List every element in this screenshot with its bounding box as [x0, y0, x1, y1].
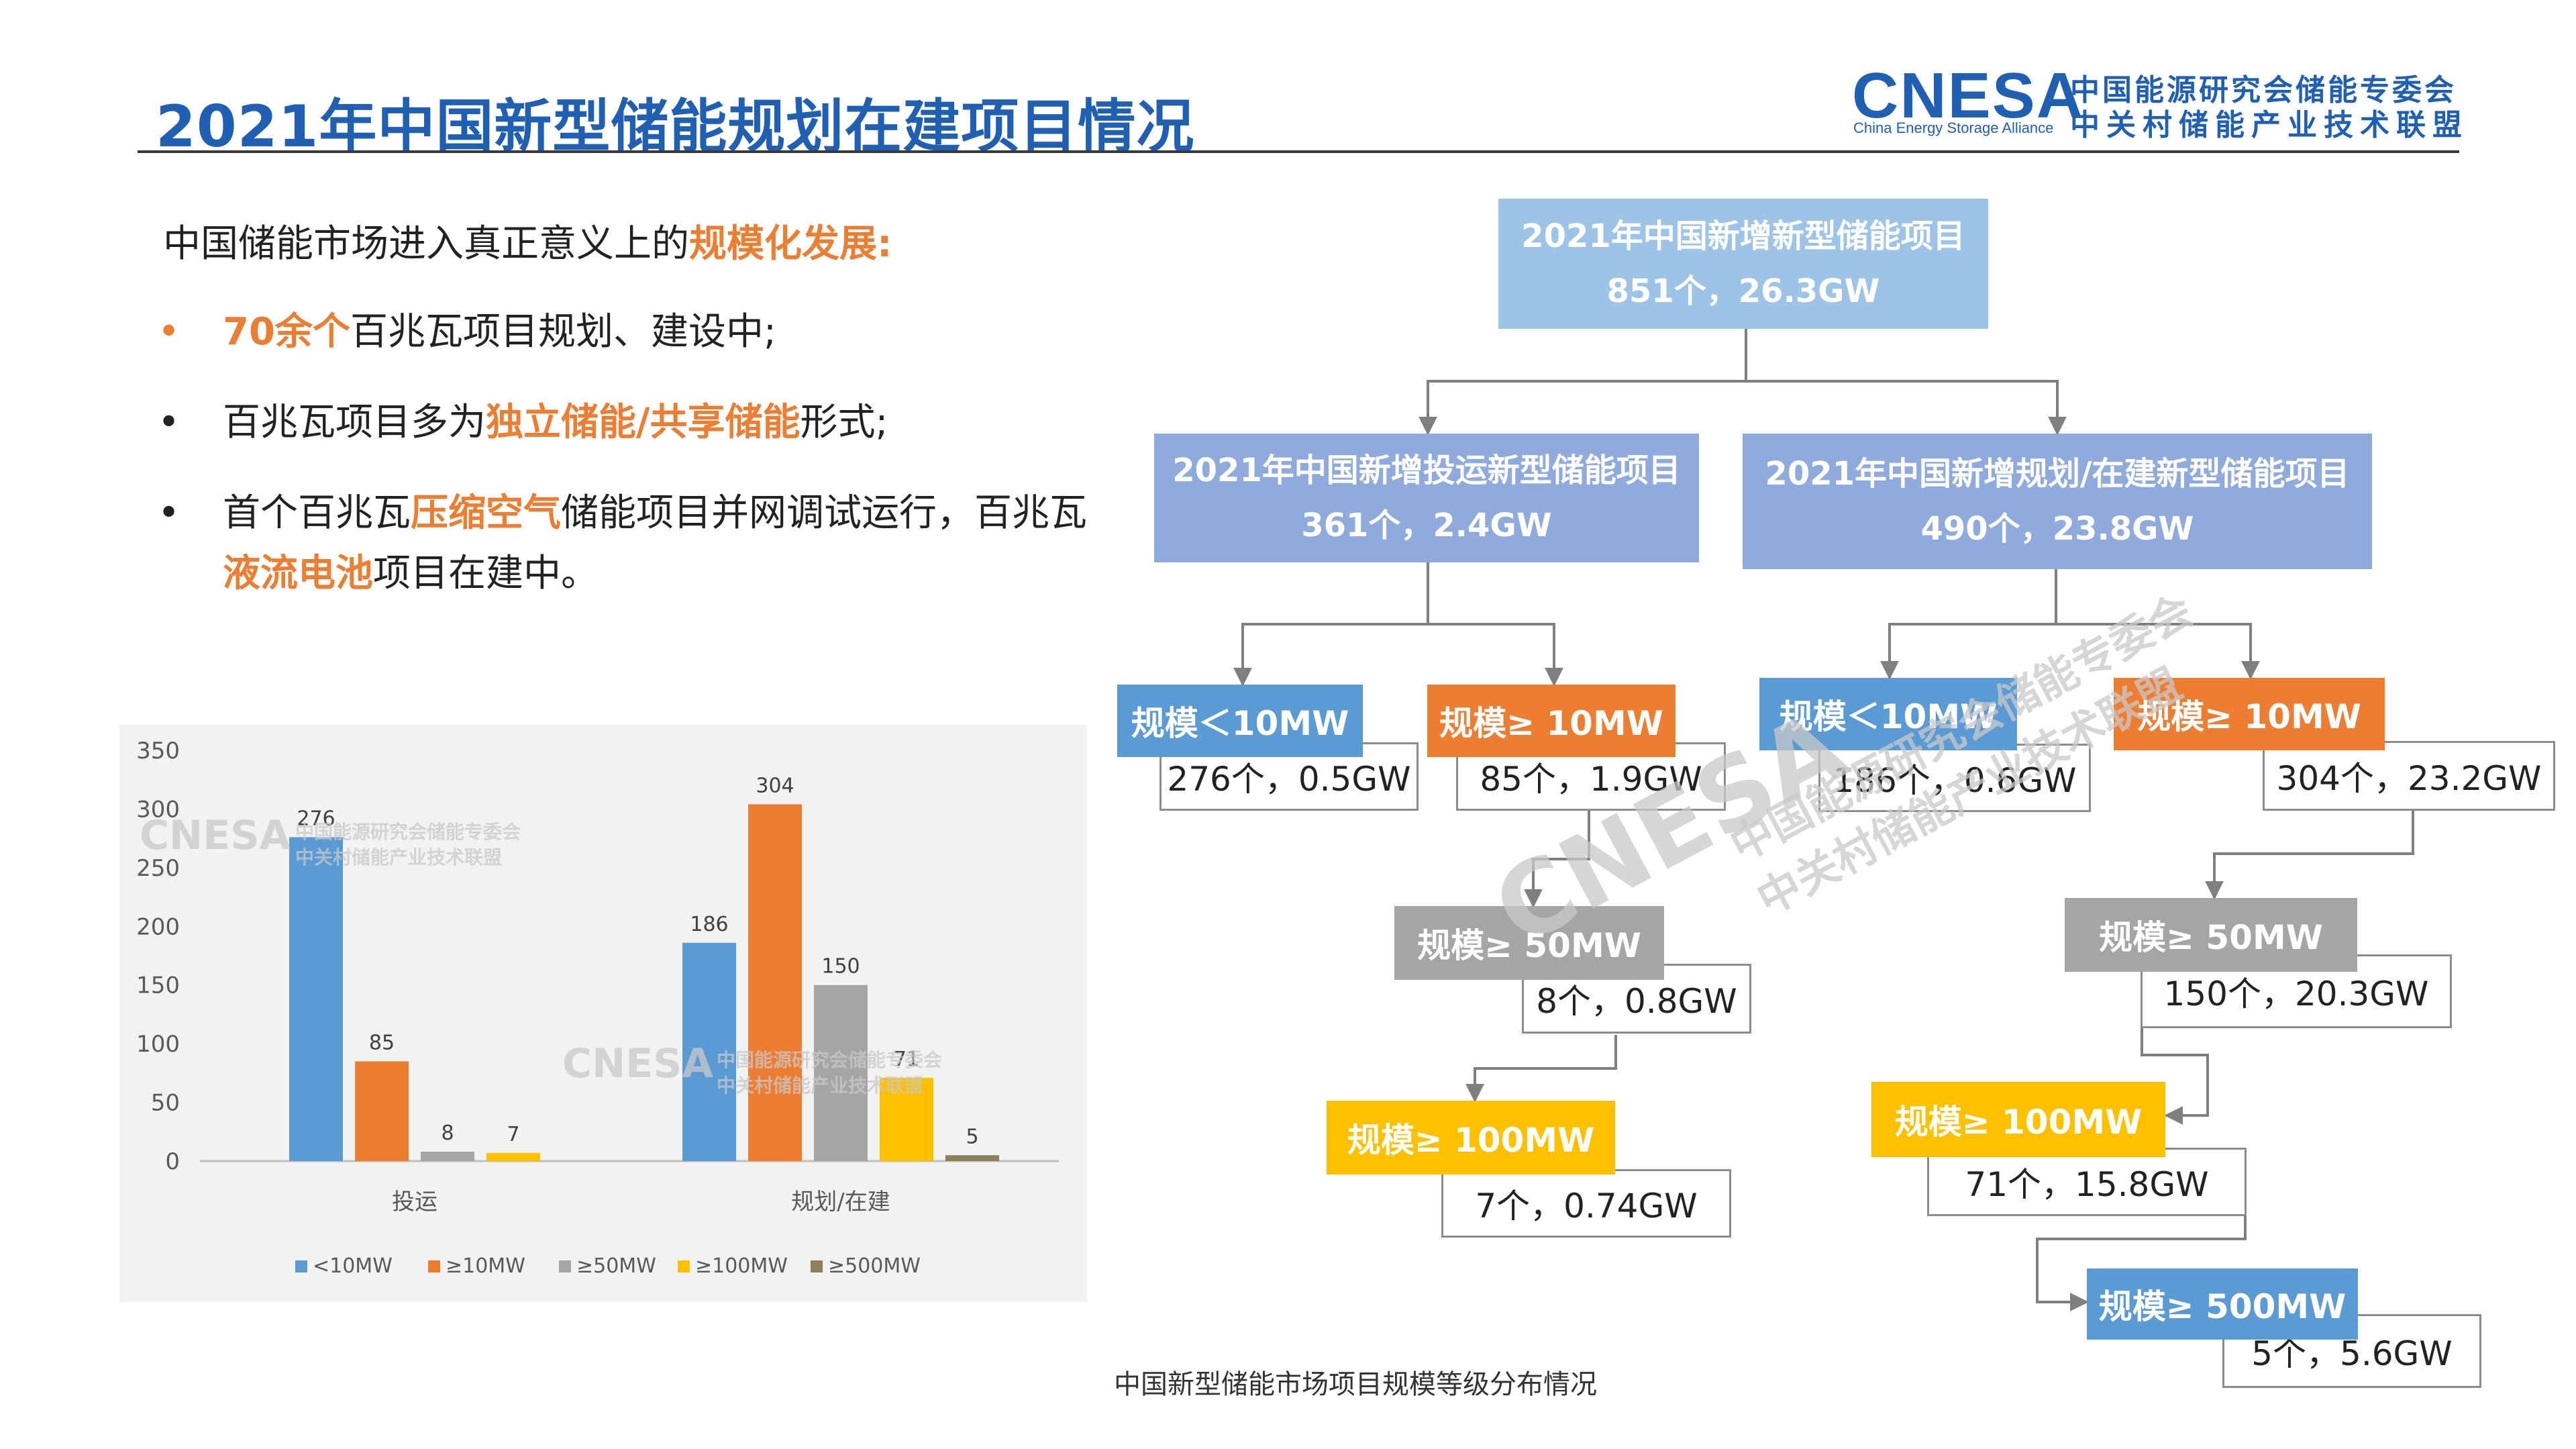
bar-planned [682, 942, 736, 1161]
bullet-highlight: 70余个 [223, 310, 350, 354]
right-10mw-box: 规模≥ 10MW [2114, 678, 2385, 750]
right-50mw-box: 规模≥ 50MW [2065, 898, 2357, 972]
logo-cn-line2: 中关村储能产业技术联盟 [2070, 108, 2469, 142]
y-tick-label: 0 [165, 1148, 180, 1175]
intro-prefix: 中国储能市场进入真正意义上的 [163, 222, 689, 266]
y-tick-label: 150 [136, 972, 180, 999]
bullet-item: • 首个百兆瓦压缩空气储能项目并网调试运行，百兆瓦液流电池项目在建中。 [158, 483, 1097, 604]
bullet-text: 储能项目并网调试运行，百兆瓦 [561, 491, 1087, 535]
left-100mw-box: 规模≥ 100MW [1327, 1101, 1615, 1175]
bullet-item: • 百兆瓦项目多为独立储能/共享储能形式; [158, 393, 1097, 453]
y-tick-label: 200 [136, 913, 180, 940]
data-label: 8 [441, 1121, 454, 1145]
data-label: 304 [756, 774, 794, 797]
bar-operational [421, 1152, 474, 1161]
right-100mw-box: 规模≥ 100MW [1871, 1082, 2165, 1157]
data-label: 276 [297, 807, 335, 830]
left-50mw-box: 规模≥ 50MW [1394, 906, 1664, 980]
tree-operational-value: 361个，2.4GW [1301, 507, 1552, 544]
page-title: 2021年中国新型储能规划在建项目情况 [156, 93, 1195, 160]
data-label: 5 [966, 1125, 978, 1148]
bar-planned [748, 804, 802, 1161]
bullet-highlight: 独立储能/共享储能 [486, 401, 801, 444]
bar-operational [289, 837, 343, 1161]
logo-subtitle: China Energy Storage Alliance [1853, 119, 2054, 136]
y-tick-label: 100 [136, 1031, 180, 1058]
bullet-dot: • [158, 310, 181, 354]
data-label: 71 [894, 1048, 919, 1071]
right-500mw-box: 规模≥ 500MW [2087, 1268, 2358, 1340]
intro-text: 中国储能市场进入真正意义上的规模化发展: [163, 213, 892, 268]
x-tick-label: 规划/在建 [791, 1189, 890, 1215]
data-label: 85 [369, 1031, 395, 1054]
legend-swatch [678, 1260, 690, 1272]
y-tick-label: 250 [136, 855, 180, 882]
legend-swatch [428, 1260, 440, 1272]
data-label: 150 [821, 955, 860, 979]
bar-operational [486, 1152, 540, 1161]
y-tick-label: 300 [136, 796, 180, 823]
data-label: 186 [690, 913, 728, 936]
bullet-highlight: 液流电池 [223, 552, 373, 595]
bar-operational [355, 1061, 409, 1161]
legend-swatch [559, 1260, 571, 1272]
bullet-text: 项目在建中。 [373, 552, 599, 595]
intro-highlight: 规模化发展: [689, 222, 892, 266]
legend-label: ≥500MW [828, 1254, 921, 1278]
data-label: 7 [507, 1123, 519, 1146]
y-tick-label: 50 [151, 1090, 180, 1117]
logo-cn-line1: 中国能源研究会储能专委会 [2070, 73, 2457, 107]
bar-chart: 0 50 100 150 200 250 300 350 276 85 8 7 投运 186 304 150 7… [136, 738, 1059, 1278]
tree-operational-title: 2021年中国新增投运新型储能项目 [1172, 452, 1681, 489]
x-tick-label: 投运 [392, 1189, 437, 1215]
legend-swatch [295, 1260, 307, 1272]
bullet-list: • 70余个百兆瓦项目规划、建设中; • 百兆瓦项目多为独立储能/共享储能形式; •… [158, 302, 1097, 634]
tree-root-box: 2021年中国新增新型储能项目 851个，26.3GW [1498, 199, 1988, 329]
tree-root-title: 2021年中国新增新型储能项目 [1521, 217, 1965, 255]
left-10mw-box: 规模≥ 10MW [1427, 685, 1676, 757]
bar-planned [945, 1155, 999, 1161]
bullet-highlight: 压缩空气 [411, 491, 561, 535]
bar-planned [880, 1077, 933, 1161]
left-small-box: 规模＜10MW [1117, 685, 1363, 757]
tree-planned-value: 490个，23.8GW [1920, 510, 2194, 548]
title-divider [138, 150, 2459, 153]
legend-label: ≥50MW [576, 1254, 656, 1278]
tree-planned-box: 2021年中国新增规划/在建新型储能项目 490个，23.8GW [1743, 434, 2372, 569]
tree-caption: 中国新型储能市场项目规模等级分布情况 [1114, 1369, 1597, 1400]
bullet-item: • 70余个百兆瓦项目规划、建设中; [158, 302, 1097, 362]
right-small-value: 186个，0.6GW [1818, 744, 2091, 812]
bullet-text: 百兆瓦项目多为 [223, 401, 486, 444]
bullet-text: 百兆瓦项目规划、建设中; [350, 310, 776, 354]
bullet-dot: • [158, 491, 181, 535]
legend-label: <10MW [313, 1254, 393, 1278]
legend-swatch [811, 1260, 823, 1272]
tree-operational-box: 2021年中国新增投运新型储能项目 361个，2.4GW [1154, 434, 1699, 562]
right-10mw-value: 304个，23.2GW [2263, 741, 2555, 811]
y-tick-label: 350 [136, 738, 180, 764]
bullet-text: 形式; [800, 401, 888, 444]
bullet-text: 首个百兆瓦 [223, 491, 411, 535]
legend-label: ≥10MW [446, 1254, 525, 1278]
right-100mw-value: 71个，15.8GW [1927, 1148, 2247, 1216]
bar-planned [814, 985, 868, 1161]
right-small-box: 规模＜10MW [1759, 678, 2017, 750]
bullet-dot: • [158, 401, 181, 444]
tree-root-value: 851个，26.3GW [1606, 272, 1880, 310]
tree-planned-title: 2021年中国新增规划/在建新型储能项目 [1765, 455, 2350, 493]
left-100mw-value: 7个，0.74GW [1441, 1169, 1731, 1238]
legend-label: ≥100MW [695, 1254, 788, 1278]
cnesa-logo: CNESA [1852, 60, 2085, 132]
